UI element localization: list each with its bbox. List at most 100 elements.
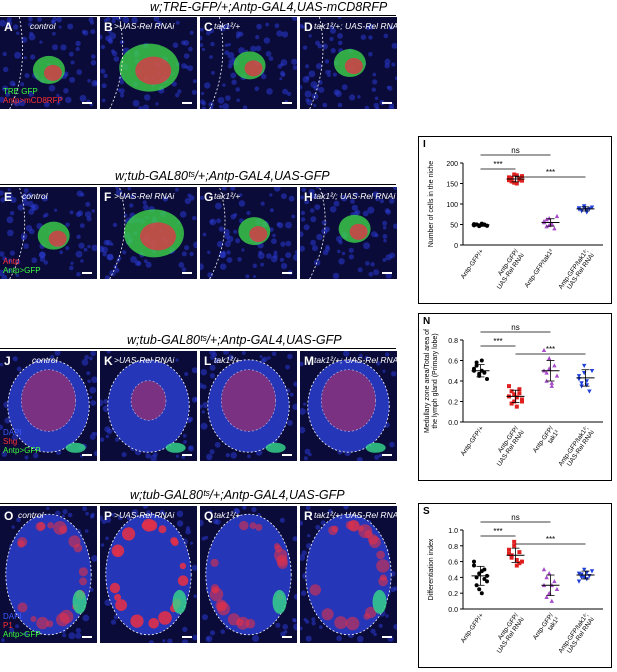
data-point [584, 210, 589, 215]
chart-I-svg: 0 50 100 150 200 Number of cells in the niche… [428, 146, 603, 295]
data-point [541, 347, 547, 353]
panel-letter-F: F [104, 190, 112, 204]
data-point [589, 205, 595, 210]
data-point [579, 381, 584, 386]
panel-genotype-A: control [30, 21, 56, 31]
micrograph-image [0, 351, 97, 460]
x-tick-label: Antp-GFP/tak1² [524, 247, 556, 289]
micrograph-panel-F: F >UAS-Rel RNAi [100, 187, 197, 279]
micrograph-image [1, 506, 97, 643]
data-point [520, 178, 524, 183]
scale-bar [82, 102, 92, 104]
data-point [512, 180, 517, 185]
micrograph-image [200, 506, 297, 643]
micrograph-panel-P: P >UAS-Rel RNAi [100, 506, 197, 643]
panel-letter-C: C [204, 20, 213, 34]
panel-letter-G: G [204, 190, 214, 204]
y-tick-label: 0.6 [448, 560, 458, 567]
scale-bar [282, 272, 292, 274]
panel-genotype-Q: tak1²/+ [214, 510, 241, 520]
data-point [512, 399, 517, 404]
chart-panel-S: S 0.0 0.2 0.4 0.6 0.8 1.0 Differentiation inde… [418, 503, 612, 668]
x-tick-label: Antp-GFP/+ [460, 425, 486, 457]
data-point [582, 363, 587, 369]
x-tick-label: Antp-GFP/+ [460, 612, 486, 644]
y-tick-label: 0.2 [448, 400, 458, 407]
y-tick-label: 0.6 [448, 359, 458, 366]
data-point [507, 175, 511, 180]
micrograph-image [0, 187, 97, 279]
scale-bar [382, 102, 392, 104]
data-point [514, 558, 519, 563]
data-point [509, 401, 514, 406]
scale-bar [82, 454, 92, 456]
data-point [479, 591, 484, 596]
data-point [552, 578, 557, 584]
micrograph-image [0, 17, 97, 109]
panel-genotype-K: >UAS-Rel RNAi [114, 355, 175, 365]
y-tick-label: 0.0 [448, 607, 458, 614]
scale-bar [182, 272, 192, 274]
data-point [554, 213, 560, 219]
micrograph-image [300, 506, 397, 643]
row-divider-2 [0, 184, 396, 185]
channel-legend-item: Antp>GFP [3, 630, 41, 639]
data-point [520, 399, 524, 404]
data-point [514, 173, 519, 178]
data-point [544, 575, 549, 580]
panel-letter-S: S [423, 506, 430, 517]
data-point [472, 366, 476, 371]
data-point [554, 586, 560, 592]
x-tick-label: Antp-GFP/tak1² [532, 424, 562, 458]
micrograph-image [100, 17, 197, 109]
significance-label: *** [493, 337, 502, 346]
y-tick-label: 0.2 [448, 591, 458, 598]
panel-genotype-D: tak1²/+; UAS-Rel RNAi [314, 21, 397, 31]
y-tick-label: 0.4 [448, 379, 458, 386]
channel-legend: TRE GFP Antp>mCD8RFP [3, 87, 63, 105]
data-point [507, 551, 511, 556]
panel-genotype-M: tak1²/+; UAS-Rel RNAi [314, 355, 397, 365]
panel-letter-E: E [4, 190, 13, 204]
significance-label: ns [511, 323, 519, 332]
data-point [472, 563, 476, 568]
x-tick-label: Antp-GFP/UAS-Rel RNAi [490, 612, 526, 655]
data-point [514, 395, 519, 400]
scale-bar [82, 636, 92, 638]
micrograph-image [300, 17, 397, 109]
channel-legend-item: Antp>GFP [3, 266, 41, 275]
y-tick-label: 1.0 [448, 528, 458, 535]
panel-letter-H: H [304, 190, 313, 204]
data-point [549, 380, 554, 385]
channel-legend-item: Shg [3, 437, 18, 446]
panel-letter-O: O [4, 509, 14, 523]
y-tick-label: 0.8 [448, 338, 458, 345]
data-point [477, 587, 482, 592]
data-point [582, 567, 587, 572]
scale-bar [382, 636, 392, 638]
data-point [509, 389, 514, 394]
data-point [517, 550, 522, 555]
panel-genotype-L: tak1²/+ [214, 355, 241, 365]
y-axis-label: Medullary zone area/Total area ofthe lym… [424, 329, 439, 433]
x-tick-label: Antp-GFP/tak1²;UAS-Rel RNAi [557, 425, 596, 472]
data-point [514, 181, 519, 186]
channel-legend-item: Antp>GFP [3, 446, 41, 455]
data-point [512, 172, 517, 177]
panel-letter-M: M [304, 354, 314, 368]
data-point [587, 389, 592, 394]
panel-genotype-B: >UAS-Rel RNAi [114, 21, 175, 31]
panel-letter-N: N [423, 316, 431, 327]
panel-letter-A: A [4, 20, 13, 34]
data-point [544, 217, 549, 222]
data-point [544, 370, 549, 375]
micrograph-image [300, 351, 397, 461]
panel-genotype-J: control [32, 355, 58, 365]
significance-label: *** [546, 168, 555, 177]
x-tick-label: Antp-GFP/tak1²;UAS-Rel RNAi [557, 248, 596, 295]
